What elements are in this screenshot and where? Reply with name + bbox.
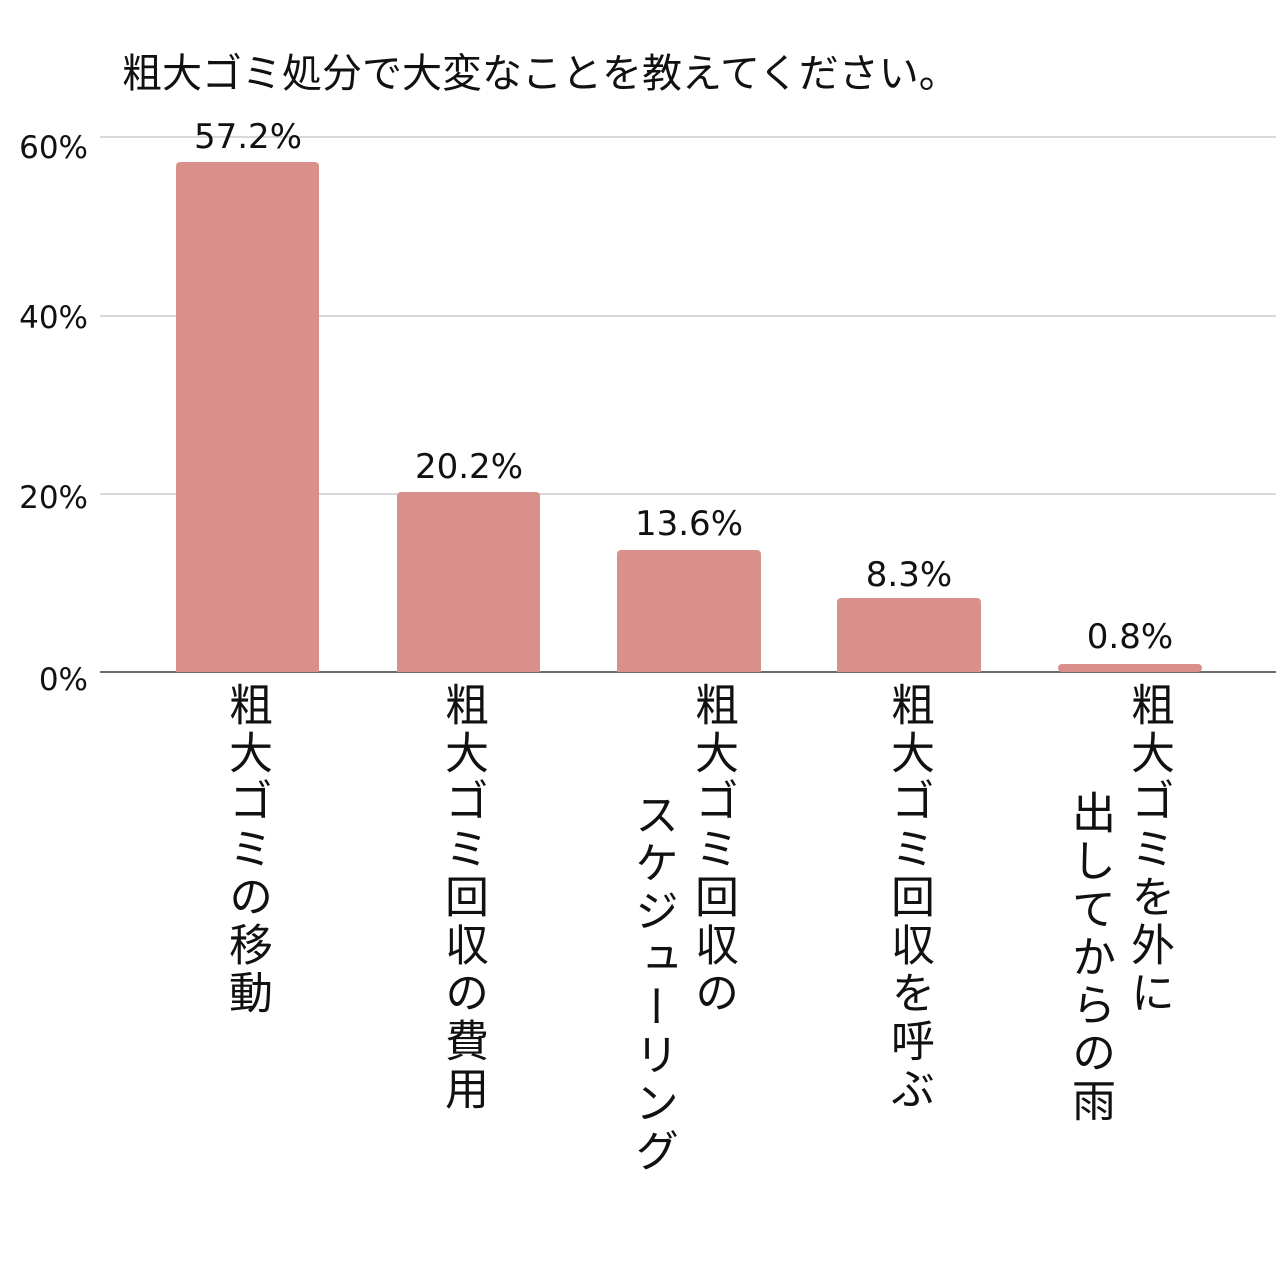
gridline-40 xyxy=(100,315,1276,317)
category-label-moving: 粗大ゴミの移動 xyxy=(221,682,272,1018)
value-label-calling: 8.3% xyxy=(865,555,953,595)
gridline-60 xyxy=(100,136,1276,138)
ytick-0: 0% xyxy=(38,662,88,698)
bar-rain xyxy=(1058,664,1202,672)
category-label-scheduling-line1: 粗大ゴミ回収の xyxy=(687,682,738,1018)
value-label-cost: 20.2% xyxy=(414,447,523,487)
category-label-rain-line1: 粗大ゴミを外に xyxy=(1123,682,1174,1018)
bar-scheduling xyxy=(617,550,761,672)
value-label-moving: 57.2% xyxy=(193,117,302,157)
bar-calling xyxy=(837,598,981,672)
category-label-rain-line2: 出してからの雨 xyxy=(1064,790,1115,1126)
x-axis-baseline xyxy=(100,671,1276,673)
gridline-20 xyxy=(100,493,1276,495)
ytick-40: 40% xyxy=(19,300,88,336)
ytick-20: 20% xyxy=(19,480,88,516)
bar-cost xyxy=(397,492,540,672)
category-label-cost: 粗大ゴミ回収の費用 xyxy=(437,682,488,1114)
bar-moving xyxy=(176,162,319,672)
value-label-rain: 0.8% xyxy=(1086,617,1174,657)
value-label-scheduling: 13.6% xyxy=(634,504,743,544)
category-label-scheduling-line2: スケジューリング xyxy=(627,792,678,1176)
chart-title: 粗大ゴミ処分で大変なことを教えてください。 xyxy=(122,51,959,97)
ytick-60: 60% xyxy=(19,130,88,166)
category-label-calling: 粗大ゴミ回収を呼ぶ xyxy=(883,682,934,1114)
